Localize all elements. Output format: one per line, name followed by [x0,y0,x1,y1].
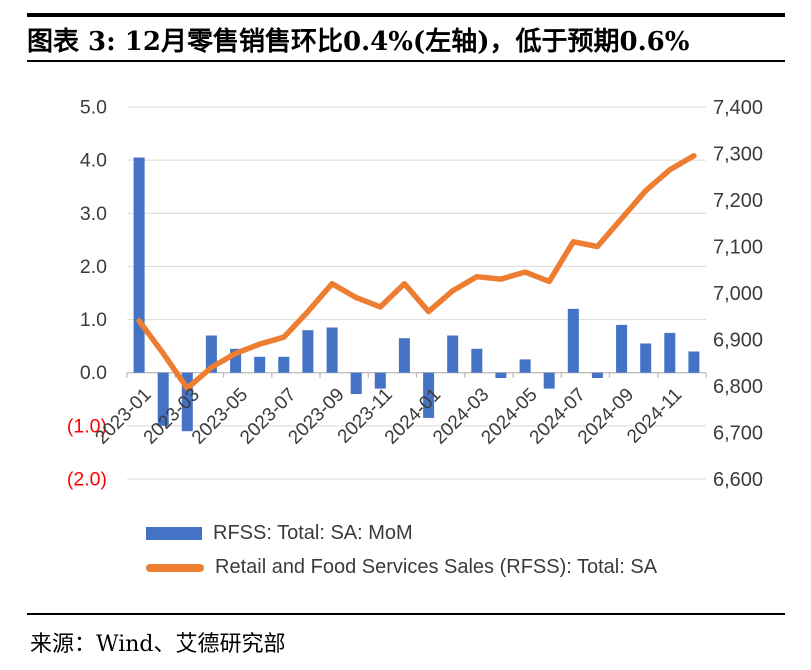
right-axis-tick-label: 6,700 [713,423,763,445]
bar-series [133,157,700,432]
header-top-rule [27,13,785,17]
source-note: 来源：Wind、艾德研究部 [30,632,286,657]
bar [447,335,459,373]
right-axis-tick-label: 7,400 [713,97,763,119]
bar-series-swatch [146,527,202,540]
bar [640,343,652,373]
bar [664,332,676,373]
header-bottom-rule [27,60,785,62]
bar [567,308,579,373]
bar [133,157,145,373]
bar [181,372,193,432]
right-axis-tick-label: 7,000 [713,283,763,305]
left-axis-tick-label: 5.0 [80,97,107,119]
right-axis-tick-label: 7,100 [713,237,763,259]
line-series-swatch [146,563,204,572]
legend-label: Retail and Food Services Sales (RFSS): T… [215,556,658,578]
left-axis-tick-label: (1.0) [67,415,107,437]
bar [350,372,362,394]
right-axis-tick-label: 7,300 [713,144,763,166]
left-axis-tick-label: 0.0 [80,362,107,384]
bar [423,372,435,418]
left-axis-tick-label: 3.0 [80,203,107,225]
legend-item-line-series: Retail and Food Services Sales (RFSS): T… [146,556,657,579]
bar [471,348,483,373]
page-title: 图表 3: 12月零售销售环比0.4%(左轴)，低于预期0.6% [27,27,690,57]
bar [374,372,386,389]
bar [230,348,242,373]
bar [205,335,217,373]
combo-chart: 5.0 4.0 3.0 2.0 1.0 0.0 (1.0) (2.0) 7,400 7,300 7,… [67,97,763,492]
legend-item-bar-series: RFSS: Total: SA: MoM [146,522,657,545]
left-axis-tick-label: 4.0 [80,150,107,172]
left-axis-tick-label: 1.0 [80,309,107,331]
bar [398,338,410,373]
right-axis-tick-label: 6,900 [713,330,763,352]
bar [278,356,290,373]
line-series [136,153,697,392]
bar [616,324,628,373]
chart-legend: RFSS: Total: SA: MoM Retail and Food Ser… [146,522,657,579]
bar [543,372,555,389]
legend-label: RFSS: Total: SA: MoM [213,522,413,544]
bar [326,327,338,373]
bar [688,351,700,373]
left-axis-tick-label: 2.0 [80,256,107,278]
right-axis-tick-label: 6,800 [713,376,763,398]
bar [157,372,169,426]
right-axis-tick-label: 6,600 [713,469,763,491]
bar [495,372,507,378]
footer-rule [27,613,785,615]
bar [302,330,314,373]
left-axis-tick-label: (2.0) [67,469,107,491]
bar [519,359,531,373]
bar [591,372,603,378]
bar [254,356,266,373]
right-axis-tick-label: 7,200 [713,190,763,212]
